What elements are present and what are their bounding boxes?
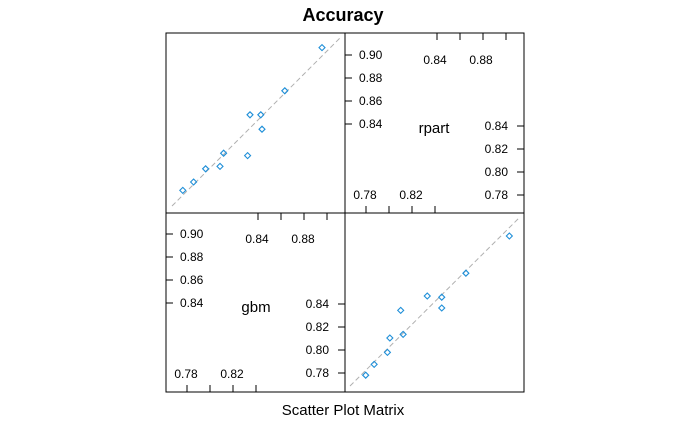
rpart-variable-label: rpart bbox=[419, 120, 451, 137]
gbm-tick-label: 0.78 bbox=[306, 366, 330, 380]
rpart-tick-label: 0.90 bbox=[359, 48, 383, 62]
scatter-point bbox=[399, 330, 407, 339]
gbm-variable-label: gbm bbox=[241, 299, 270, 316]
rpart-tick-label: 0.84 bbox=[423, 53, 447, 67]
gbm-tick-label: 0.80 bbox=[306, 343, 330, 357]
scatter-point bbox=[258, 125, 266, 133]
scatter-point bbox=[318, 43, 326, 52]
scatter-point bbox=[216, 162, 224, 171]
gbm-tick-label: 0.88 bbox=[291, 232, 315, 246]
chart-subtitle: Scatter Plot Matrix bbox=[282, 402, 405, 419]
scatter-point bbox=[189, 178, 198, 186]
rpart-tick-label: 0.82 bbox=[399, 188, 423, 202]
scatter-point bbox=[386, 334, 394, 342]
gbm-tick-label: 0.78 bbox=[174, 367, 198, 381]
scatter-point bbox=[423, 292, 432, 300]
gbm-tick-label: 0.88 bbox=[180, 250, 204, 264]
scatter-point bbox=[396, 306, 405, 315]
scatter-point bbox=[437, 293, 446, 301]
gbm-tick-label: 0.84 bbox=[306, 297, 330, 311]
rpart-tick-label: 0.78 bbox=[353, 188, 377, 202]
gbm-tick-label: 0.86 bbox=[180, 273, 204, 287]
gbm-tick-label: 0.90 bbox=[180, 227, 204, 241]
scatter-point bbox=[179, 186, 187, 195]
scatter-point bbox=[257, 111, 265, 119]
scatter-point bbox=[243, 151, 252, 160]
rpart-tick-label: 0.88 bbox=[469, 53, 493, 67]
rpart-tick-label: 0.84 bbox=[359, 117, 383, 131]
rpart-tick-label: 0.84 bbox=[485, 119, 509, 133]
rpart-tick-label: 0.86 bbox=[359, 94, 383, 108]
gbm-tick-label: 0.82 bbox=[220, 367, 244, 381]
reference-diagonal-line bbox=[171, 37, 341, 207]
scatter-panel-rpart-vs-gbm bbox=[171, 37, 341, 207]
scatter-point bbox=[219, 149, 228, 157]
rpart-diagonal-panel: rpart 0.90 0.88 0.86 0.84 0.84 0.88 0.84… bbox=[345, 33, 524, 213]
gbm-tick-label: 0.84 bbox=[245, 232, 269, 246]
rpart-tick-label: 0.80 bbox=[485, 165, 509, 179]
scatter-point bbox=[370, 360, 378, 369]
scatter-point bbox=[462, 269, 470, 277]
scatter-point bbox=[437, 304, 446, 312]
gbm-tick-label: 0.84 bbox=[180, 296, 204, 310]
scatter-point bbox=[201, 165, 210, 173]
rpart-tick-label: 0.82 bbox=[485, 142, 509, 156]
scatter-point bbox=[383, 348, 392, 357]
rpart-tick-label: 0.88 bbox=[359, 71, 383, 85]
scatter-point bbox=[246, 111, 254, 119]
chart-title: Accuracy bbox=[302, 5, 383, 25]
scatter-point bbox=[505, 232, 514, 240]
rpart-tick-label: 0.78 bbox=[485, 188, 509, 202]
scatter-panel-gbm-vs-rpart bbox=[349, 217, 520, 387]
reference-diagonal-line bbox=[349, 217, 520, 387]
gbm-diagonal-panel: gbm 0.90 0.88 0.86 0.84 0.84 0.88 0.84 0… bbox=[166, 213, 345, 392]
scatter-point bbox=[281, 87, 289, 95]
scatter-point bbox=[361, 371, 370, 379]
gbm-tick-label: 0.82 bbox=[306, 320, 330, 334]
